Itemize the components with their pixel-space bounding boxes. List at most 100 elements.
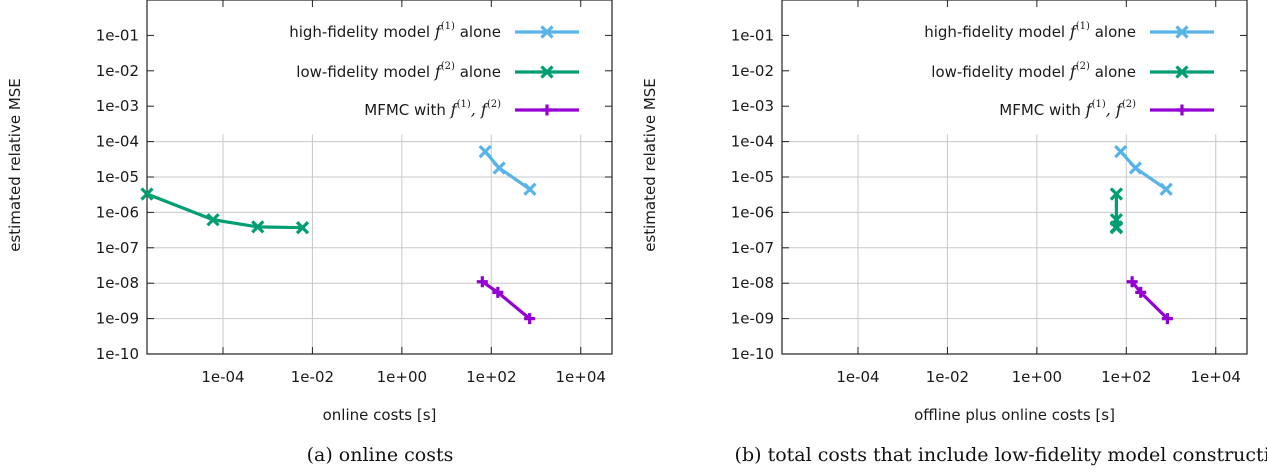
data-point bbox=[1175, 25, 1189, 39]
legend-sep: , bbox=[1106, 100, 1116, 119]
data-point bbox=[523, 182, 537, 196]
x-axis-title: offline plus online costs [s] bbox=[914, 406, 1115, 424]
y-tick-label: 1e-07 bbox=[731, 239, 774, 257]
data-point bbox=[251, 220, 265, 234]
x-tick-label: 1e-02 bbox=[926, 368, 969, 386]
legend-sup: (2) bbox=[487, 99, 501, 110]
data-point bbox=[1159, 182, 1173, 196]
data-point bbox=[478, 145, 492, 159]
series-line bbox=[483, 150, 531, 191]
data-point bbox=[140, 187, 154, 201]
y-tick-label: 1e-04 bbox=[96, 133, 139, 151]
data-point bbox=[1109, 221, 1124, 235]
x-tick-label: 1e+00 bbox=[377, 368, 427, 386]
y-axis-title: estimated relative MSE bbox=[641, 78, 659, 252]
data-point bbox=[1109, 187, 1124, 201]
y-tick-label: 1e-09 bbox=[731, 310, 774, 328]
data-point bbox=[1126, 276, 1138, 288]
legend-prefix: MFMC with bbox=[999, 101, 1085, 119]
y-tick-label: 1e-06 bbox=[96, 203, 139, 221]
legend-math: f bbox=[1069, 62, 1079, 81]
data-point bbox=[541, 104, 553, 116]
legend-label: high-fidelity model f(1) alone bbox=[289, 21, 501, 41]
data-point bbox=[295, 221, 310, 235]
data-point bbox=[540, 25, 554, 39]
series-line bbox=[1119, 150, 1168, 191]
legend-math: f bbox=[1085, 100, 1095, 119]
data-point bbox=[1135, 286, 1147, 298]
legend-item: high-fidelity model f(1) alone bbox=[289, 21, 579, 41]
legend: high-fidelity model f(1) alonelow-fideli… bbox=[289, 21, 579, 119]
legend-sup: (1) bbox=[441, 21, 455, 32]
x-tick-label: 1e+00 bbox=[1012, 368, 1062, 386]
x-tick-label: 1e-04 bbox=[836, 368, 879, 386]
x-tick-label: 1e+04 bbox=[556, 368, 606, 386]
y-tick-label: 1e-10 bbox=[731, 345, 774, 363]
legend-sup: (2) bbox=[441, 61, 455, 72]
chart-panel-b: 1e-01 1e-02 1e-03 1e-04 1e-05 1e-06 1e-07 1e-08… bbox=[641, 0, 1267, 466]
legend-item: low-fidelity model f(2) alone bbox=[931, 61, 1214, 81]
legend-prefix: high-fidelity model bbox=[289, 23, 435, 41]
y-tick-label: 1e-02 bbox=[731, 62, 774, 80]
x-tick-label: 1e+02 bbox=[1101, 368, 1151, 386]
legend-math: f bbox=[480, 100, 490, 119]
legend-label: MFMC with f(1), f(2) bbox=[364, 99, 501, 119]
legend-math: f bbox=[1069, 22, 1079, 41]
legend-item: MFMC with f(1), f(2) bbox=[364, 99, 579, 119]
legend-label: high-fidelity model f(1) alone bbox=[924, 21, 1136, 41]
y-tick-label: 1e-10 bbox=[96, 345, 139, 363]
data-point bbox=[476, 276, 488, 288]
chart-panel-a: 1e-01 1e-02 1e-03 1e-04 1e-05 1e-06 1e-07 1e-08… bbox=[6, 0, 613, 466]
y-tick-label: 1e-01 bbox=[731, 26, 774, 44]
legend-sup: (2) bbox=[1122, 99, 1136, 110]
legend-item: high-fidelity model f(1) alone bbox=[924, 21, 1214, 41]
legend-sep: , bbox=[471, 100, 481, 119]
series-line bbox=[1130, 280, 1169, 320]
legend-prefix: MFMC with bbox=[364, 101, 450, 119]
y-tick-label: 1e-08 bbox=[731, 274, 774, 292]
series-line bbox=[481, 280, 531, 320]
legend-sup: (1) bbox=[1092, 99, 1106, 110]
legend-label: low-fidelity model f(2) alone bbox=[931, 61, 1136, 81]
y-tick-label: 1e-01 bbox=[96, 26, 139, 44]
y-tick-label: 1e-03 bbox=[731, 97, 774, 115]
gridlines bbox=[782, 134, 1247, 354]
series-2 bbox=[476, 276, 536, 325]
series-2 bbox=[1126, 276, 1173, 325]
data-point bbox=[540, 65, 554, 79]
x-tick-label: 1e+02 bbox=[466, 368, 516, 386]
data-point bbox=[492, 161, 506, 175]
ticks: 1e-01 1e-02 1e-03 1e-04 1e-05 1e-06 1e-07 1e-08… bbox=[731, 0, 1247, 386]
legend-math: f bbox=[434, 62, 444, 81]
data-point bbox=[1161, 313, 1173, 325]
legend-math: f bbox=[450, 100, 460, 119]
legend-sup: (2) bbox=[1076, 61, 1090, 72]
x-tick-label: 1e-02 bbox=[291, 368, 334, 386]
legend-label: MFMC with f(1), f(2) bbox=[999, 99, 1136, 119]
legend-item: low-fidelity model f(2) alone bbox=[296, 61, 579, 81]
y-tick-label: 1e-06 bbox=[731, 203, 774, 221]
data-point bbox=[1176, 104, 1188, 116]
x-axis-title: online costs [s] bbox=[323, 406, 437, 424]
legend-sup: (1) bbox=[457, 99, 471, 110]
data-point bbox=[206, 213, 220, 227]
data-point bbox=[524, 313, 536, 325]
legend-item: MFMC with f(1), f(2) bbox=[999, 99, 1214, 119]
series-1 bbox=[1109, 187, 1124, 235]
series-0 bbox=[1114, 145, 1173, 196]
legend-prefix: low-fidelity model bbox=[931, 63, 1070, 81]
panel-caption: (b) total costs that include low-fidelit… bbox=[735, 444, 1267, 466]
y-axis-title: estimated relative MSE bbox=[6, 78, 24, 252]
legend-prefix: high-fidelity model bbox=[924, 23, 1070, 41]
series-1 bbox=[140, 187, 310, 235]
legend-label: low-fidelity model f(2) alone bbox=[296, 61, 501, 81]
y-tick-label: 1e-05 bbox=[96, 168, 139, 186]
panel-caption: (a) online costs bbox=[307, 444, 454, 466]
legend-suffix: alone bbox=[1090, 63, 1136, 81]
legend-suffix: alone bbox=[455, 63, 501, 81]
data-point bbox=[1128, 161, 1143, 175]
y-tick-label: 1e-07 bbox=[96, 239, 139, 257]
legend-prefix: low-fidelity model bbox=[296, 63, 435, 81]
legend-math: f bbox=[434, 22, 444, 41]
